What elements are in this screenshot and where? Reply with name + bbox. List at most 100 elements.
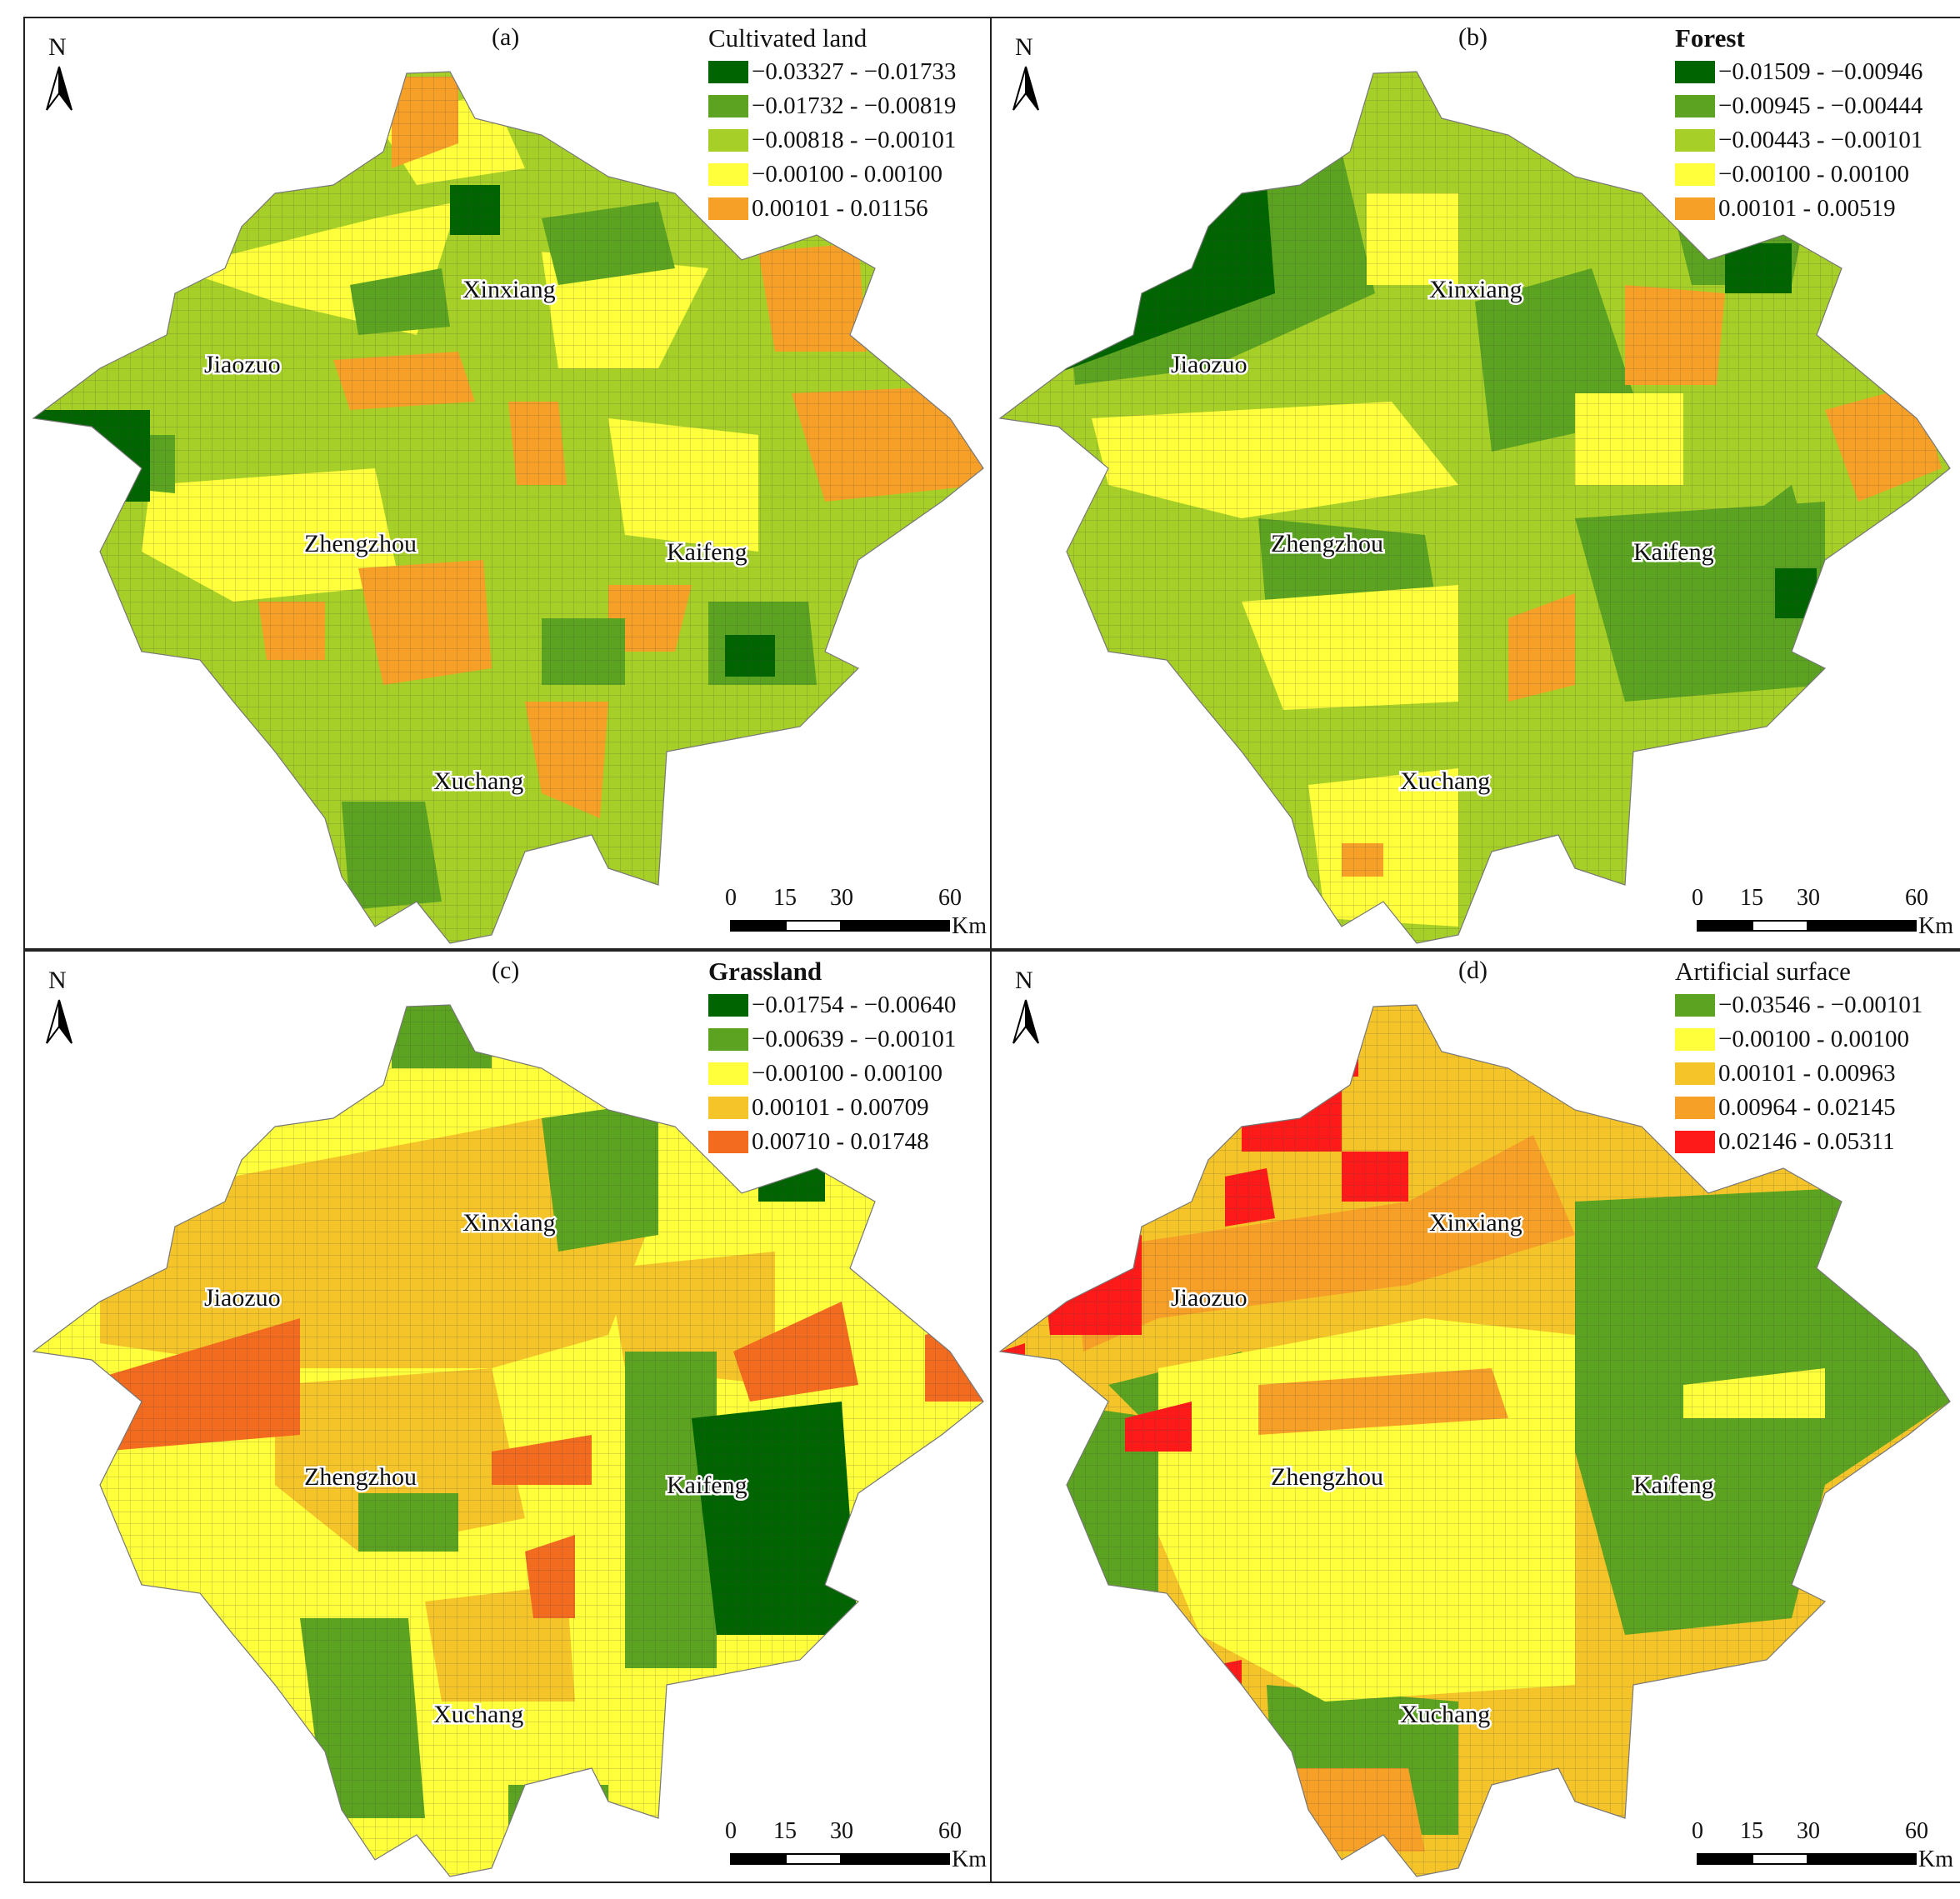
legend-label: −0.00100 - 0.00100 bbox=[752, 161, 943, 187]
scale-segment bbox=[1697, 1853, 1753, 1865]
scale-segment bbox=[785, 920, 842, 932]
legend-item: −0.00100 - 0.00100 bbox=[708, 1057, 956, 1091]
legend-swatch bbox=[1675, 1131, 1715, 1153]
legend-item: −0.00443 - −0.00101 bbox=[1675, 123, 1922, 157]
legend-item: −0.01732 - −0.00819 bbox=[708, 89, 956, 123]
legend-swatch bbox=[708, 1131, 748, 1153]
legend-item: 0.02146 - 0.05311 bbox=[1675, 1125, 1922, 1159]
panel-letter-a: (a) bbox=[492, 23, 520, 51]
legend-label: 0.02146 - 0.05311 bbox=[1718, 1128, 1895, 1155]
scale-unit: Km bbox=[1918, 1847, 1953, 1872]
city-label-zhengzhou: Zhengzhou bbox=[1271, 530, 1383, 557]
scale-tick-label: 0 bbox=[725, 1818, 737, 1844]
panel-letter-b: (b) bbox=[1458, 23, 1488, 51]
panel-letter-c: (c) bbox=[492, 957, 520, 984]
scale-tick-label: 15 bbox=[1740, 1818, 1763, 1844]
scale-tick-label: 60 bbox=[938, 1818, 962, 1844]
scale-tick-label: 30 bbox=[830, 1818, 853, 1844]
scale-tick-label: 60 bbox=[938, 885, 962, 911]
scale-tick-label: 15 bbox=[1740, 885, 1763, 911]
scale-tick-label: 15 bbox=[773, 885, 797, 911]
city-label-xuchang: Xuchang bbox=[1400, 767, 1490, 795]
legend-title-d: Artificial surface bbox=[1675, 957, 1851, 986]
city-label-xinxiang: Xinxiang bbox=[462, 1209, 556, 1237]
legend-item: −0.03327 - −0.01733 bbox=[708, 55, 956, 89]
city-label-zhengzhou: Zhengzhou bbox=[304, 1463, 417, 1491]
scale-bar: 0 15 30 60 Km bbox=[705, 1818, 1005, 1878]
legend-swatch bbox=[1675, 95, 1715, 117]
city-label-kaifeng: Kaifeng bbox=[667, 538, 748, 566]
legend-item: −0.00639 - −0.00101 bbox=[708, 1022, 956, 1057]
legend-label: −0.00443 - −0.00101 bbox=[1718, 127, 1923, 153]
legend-label: 0.00710 - 0.01748 bbox=[752, 1128, 929, 1155]
panel-letter-d: (d) bbox=[1458, 957, 1488, 984]
legend-item: −0.00100 - 0.00100 bbox=[708, 157, 956, 192]
scale-segment bbox=[730, 920, 787, 932]
scale-unit: Km bbox=[1918, 913, 1953, 939]
north-label: N bbox=[48, 33, 67, 61]
scale-segment bbox=[1752, 1853, 1808, 1865]
scale-segment bbox=[840, 1853, 950, 1865]
legend-label: −0.01754 - −0.00640 bbox=[752, 992, 957, 1018]
legend-swatch bbox=[708, 163, 748, 186]
map-a: Xinxiang Jiaozuo Zhengzhou Kaifeng Xucha… bbox=[32, 71, 984, 944]
north-arrow-icon: N bbox=[38, 33, 80, 117]
scale-unit: Km bbox=[952, 1847, 987, 1872]
legend-d: Artificial surface −0.03546 - −0.00101 −… bbox=[1675, 955, 1922, 1159]
legend-swatch bbox=[708, 61, 748, 83]
north-arrow-icon: N bbox=[1005, 967, 1047, 1050]
legend-item: −0.01754 - −0.00640 bbox=[708, 988, 956, 1022]
legend-c: Grassland −0.01754 - −0.00640 −0.00639 -… bbox=[708, 955, 956, 1159]
legend-label: −0.00818 - −0.00101 bbox=[752, 127, 957, 153]
map-b: Xinxiang Jiaozuo Zhengzhou Kaifeng Xucha… bbox=[998, 71, 1951, 944]
map-c: Xinxiang Jiaozuo Zhengzhou Kaifeng Xucha… bbox=[32, 1004, 984, 1877]
legend-swatch bbox=[1675, 61, 1715, 83]
legend-label: −0.03327 - −0.01733 bbox=[752, 58, 957, 85]
scale-segment bbox=[1697, 920, 1753, 932]
legend-title-c: Grassland bbox=[708, 957, 822, 986]
scale-tick-label: 15 bbox=[773, 1818, 797, 1844]
scale-segment bbox=[1807, 1853, 1917, 1865]
legend-label: −0.01732 - −0.00819 bbox=[752, 92, 957, 119]
scale-segment bbox=[1752, 920, 1808, 932]
legend-swatch bbox=[708, 1062, 748, 1085]
legend-label: 0.00101 - 0.01156 bbox=[752, 195, 928, 222]
legend-label: −0.00100 - 0.00100 bbox=[752, 1060, 943, 1087]
map-d: Xinxiang Jiaozuo Zhengzhou Kaifeng Xucha… bbox=[998, 1004, 1951, 1877]
scale-segment bbox=[1807, 920, 1917, 932]
legend-item: −0.00100 - 0.00100 bbox=[1675, 1022, 1922, 1057]
legend-label: 0.00964 - 0.02145 bbox=[1718, 1094, 1896, 1121]
legend-label: 0.00101 - 0.00709 bbox=[752, 1094, 929, 1121]
legend-label: −0.00100 - 0.00100 bbox=[1718, 1026, 1910, 1052]
scale-unit: Km bbox=[952, 913, 987, 939]
legend-label: 0.00101 - 0.00963 bbox=[1718, 1060, 1896, 1087]
scale-bar: 0 15 30 60 Km bbox=[1672, 1818, 1960, 1878]
legend-item: −0.00945 - −0.00444 bbox=[1675, 89, 1922, 123]
legend-title-b: Forest bbox=[1675, 23, 1745, 52]
map-panel-d: Xinxiang Jiaozuo Zhengzhou Kaifeng Xucha… bbox=[990, 950, 1960, 1883]
legend-swatch bbox=[708, 1097, 748, 1119]
scale-tick-label: 30 bbox=[1797, 1818, 1820, 1844]
legend-item: 0.00101 - 0.00709 bbox=[708, 1091, 956, 1125]
city-label-xinxiang: Xinxiang bbox=[462, 276, 556, 303]
scale-tick-label: 30 bbox=[1797, 885, 1820, 911]
legend-item: 0.00101 - 0.00519 bbox=[1675, 192, 1922, 226]
city-label-xuchang: Xuchang bbox=[433, 767, 523, 795]
scale-tick-label: 0 bbox=[725, 885, 737, 911]
city-label-xuchang: Xuchang bbox=[1400, 1701, 1490, 1728]
legend-item: −0.01509 - −0.00946 bbox=[1675, 55, 1922, 89]
scale-segment bbox=[785, 1853, 842, 1865]
scale-tick-label: 60 bbox=[1905, 885, 1928, 911]
north-label: N bbox=[1015, 967, 1033, 994]
legend-swatch bbox=[1675, 129, 1715, 152]
legend-item: 0.00101 - 0.00963 bbox=[1675, 1057, 1922, 1091]
north-label: N bbox=[48, 967, 67, 994]
legend-swatch bbox=[1675, 197, 1715, 220]
legend-label: −0.01509 - −0.00946 bbox=[1718, 58, 1923, 85]
city-label-jiaozuo: Jiaozuo bbox=[204, 1284, 281, 1312]
map-panel-c: Xinxiang Jiaozuo Zhengzhou Kaifeng Xucha… bbox=[23, 950, 1003, 1883]
legend-label: −0.00945 - −0.00444 bbox=[1718, 92, 1923, 119]
city-label-zhengzhou: Zhengzhou bbox=[304, 530, 417, 557]
scale-tick-label: 0 bbox=[1692, 1818, 1703, 1844]
legend-swatch bbox=[1675, 1028, 1715, 1051]
